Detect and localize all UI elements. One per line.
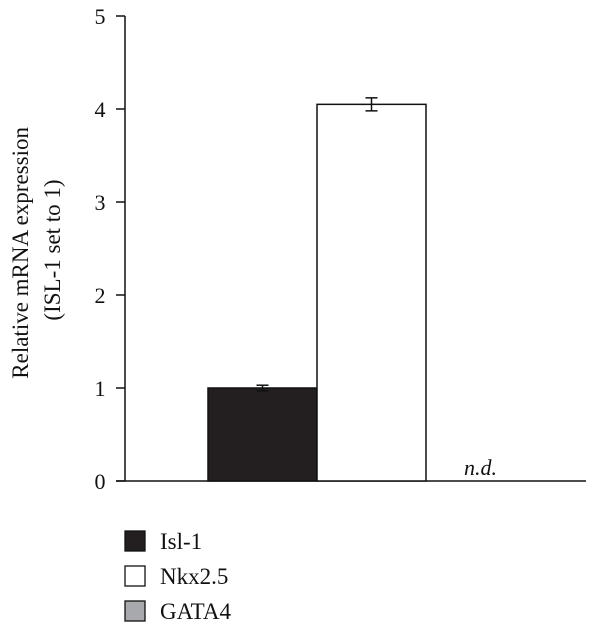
bar-isl-1: [207, 387, 318, 482]
y-axis-title-line1: Relative mRNA expression: [8, 127, 33, 379]
legend-label-1: Nkx2.5: [160, 564, 228, 589]
y-tick-label-3: 3: [95, 190, 106, 215]
y-tick-label-2: 2: [95, 283, 106, 308]
y-axis-ticks: [116, 15, 125, 482]
error-bar-1: [365, 97, 378, 112]
legend-item-nkx2-5: Nkx2.5: [124, 564, 228, 589]
legend-label-0: Isl-1: [160, 529, 202, 554]
error-bar-0: [256, 384, 269, 392]
legend-label-2: GATA4: [160, 599, 231, 624]
y-tick-label-0: 0: [95, 469, 106, 494]
y-tick-label-5: 5: [95, 4, 106, 29]
bars: [207, 103, 427, 482]
legend-item-isl-1: Isl-1: [124, 529, 202, 554]
error-bars: [256, 97, 378, 392]
legend-swatch-1: [124, 565, 146, 587]
y-axis-title: Relative mRNA expression (ISL-1 set to 1…: [8, 121, 65, 378]
annotation-2: n.d.: [464, 455, 497, 480]
y-tick-label-1: 1: [95, 376, 106, 401]
legend: Isl-1 Nkx2.5 GATA4: [124, 529, 231, 624]
annotations: n.d.: [464, 455, 497, 480]
bar-nkx2-5: [316, 103, 427, 482]
legend-swatch-2: [124, 600, 146, 622]
legend-swatch-0: [124, 530, 146, 552]
y-axis-title-line2: (ISL-1 set to 1): [40, 179, 65, 320]
legend-item-gata4: GATA4: [124, 599, 231, 624]
y-tick-label-4: 4: [95, 97, 106, 122]
y-tick-labels: 0 1 2 3 4 5: [95, 4, 106, 494]
